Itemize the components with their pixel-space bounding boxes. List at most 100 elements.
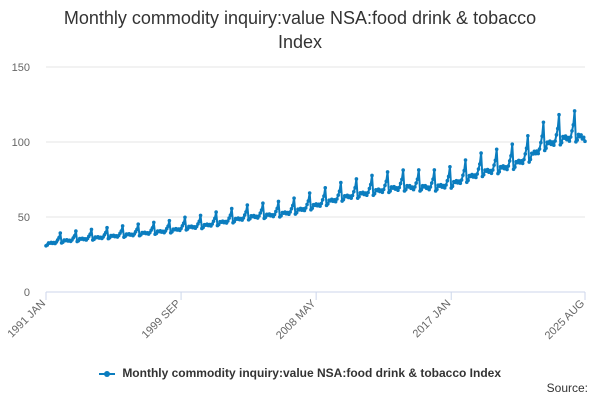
data-point [335, 197, 339, 201]
data-point [383, 183, 387, 188]
data-point [276, 199, 281, 204]
data-point [497, 169, 502, 174]
data-point [289, 206, 294, 211]
data-point [211, 219, 216, 223]
data-point [461, 173, 465, 178]
data-point [571, 123, 576, 127]
data-point [555, 126, 560, 131]
data-point [526, 133, 530, 138]
data-point [367, 186, 372, 191]
data-point [119, 229, 124, 233]
data-point [507, 159, 512, 163]
data-point [258, 211, 263, 215]
data-point [275, 206, 279, 211]
gridlines [46, 66, 585, 218]
data-point [306, 199, 311, 203]
data-point [103, 230, 108, 235]
data-point [494, 147, 499, 152]
data-point [305, 202, 309, 207]
data-point [524, 146, 529, 151]
data-point [541, 120, 546, 125]
data-point [326, 202, 330, 206]
data-point [136, 222, 141, 226]
data-point [339, 180, 343, 185]
data-point [341, 197, 346, 202]
data-point [263, 215, 268, 220]
data-point [244, 210, 248, 214]
data-point [397, 185, 402, 190]
data-point [553, 139, 557, 143]
data-point [544, 146, 548, 150]
data-point [216, 222, 221, 227]
data-point [432, 168, 437, 172]
data-point [307, 191, 312, 195]
data-point [274, 209, 278, 214]
data-point [370, 173, 374, 178]
data-point [478, 162, 482, 166]
data-point [120, 224, 125, 228]
x-tick-label: 2008 MAY [274, 297, 319, 342]
data-point [435, 187, 439, 192]
data-point [552, 143, 556, 148]
data-point [320, 197, 325, 202]
data-point [540, 134, 544, 138]
data-point [531, 152, 535, 156]
data-point [527, 160, 531, 164]
data-point [337, 189, 342, 194]
data-point [505, 167, 509, 172]
data-point [559, 140, 564, 145]
x-tick-label: 2025 AUG [543, 298, 587, 342]
data-point [241, 216, 246, 220]
data-point [581, 135, 586, 140]
data-point [513, 165, 517, 169]
y-tick-label: 0 [24, 287, 30, 299]
data-point [431, 177, 435, 181]
data-point [357, 194, 361, 199]
data-point [479, 151, 483, 155]
data-point [226, 219, 230, 223]
chart-title: Monthly commodity inquiry:value NSA:food… [0, 6, 600, 54]
data-point [536, 151, 541, 156]
data-point [396, 188, 400, 193]
data-point [257, 214, 261, 218]
data-point [403, 187, 408, 192]
x-tick-label: 2017 JAN [411, 298, 454, 341]
data-point [466, 178, 470, 183]
data-point [150, 225, 155, 230]
data-point [181, 221, 186, 225]
data-point [232, 219, 237, 224]
data-point [398, 181, 403, 186]
legend-label: Monthly commodity inquiry:value NSA:food… [122, 366, 502, 380]
data-point [229, 206, 234, 211]
data-point [213, 216, 217, 221]
data-point [214, 210, 218, 214]
data-point [446, 174, 451, 179]
data-point [385, 170, 390, 174]
data-point [354, 177, 359, 181]
series-group [44, 109, 587, 248]
data-point [539, 140, 543, 145]
data-point [579, 133, 583, 137]
data-point [245, 203, 250, 207]
chart-title-line-1: Monthly commodity inquiry:value NSA:food… [63, 8, 537, 28]
data-point [384, 179, 389, 184]
data-point [442, 186, 447, 190]
data-point [381, 187, 386, 192]
data-point [444, 183, 448, 187]
data-point [475, 172, 480, 176]
data-point [380, 190, 385, 195]
data-point [72, 234, 77, 238]
data-point [570, 129, 574, 133]
data-point [474, 175, 478, 180]
data-point [294, 210, 299, 215]
data-point [568, 135, 573, 139]
data-point [135, 227, 139, 232]
legend[interactable]: Monthly commodity inquiry:value NSA:food… [0, 366, 600, 380]
data-point [506, 164, 511, 168]
data-point [490, 168, 495, 172]
data-point [583, 139, 587, 144]
data-point [492, 163, 496, 167]
data-point [459, 178, 464, 182]
data-point [210, 222, 215, 226]
data-point [336, 193, 341, 197]
